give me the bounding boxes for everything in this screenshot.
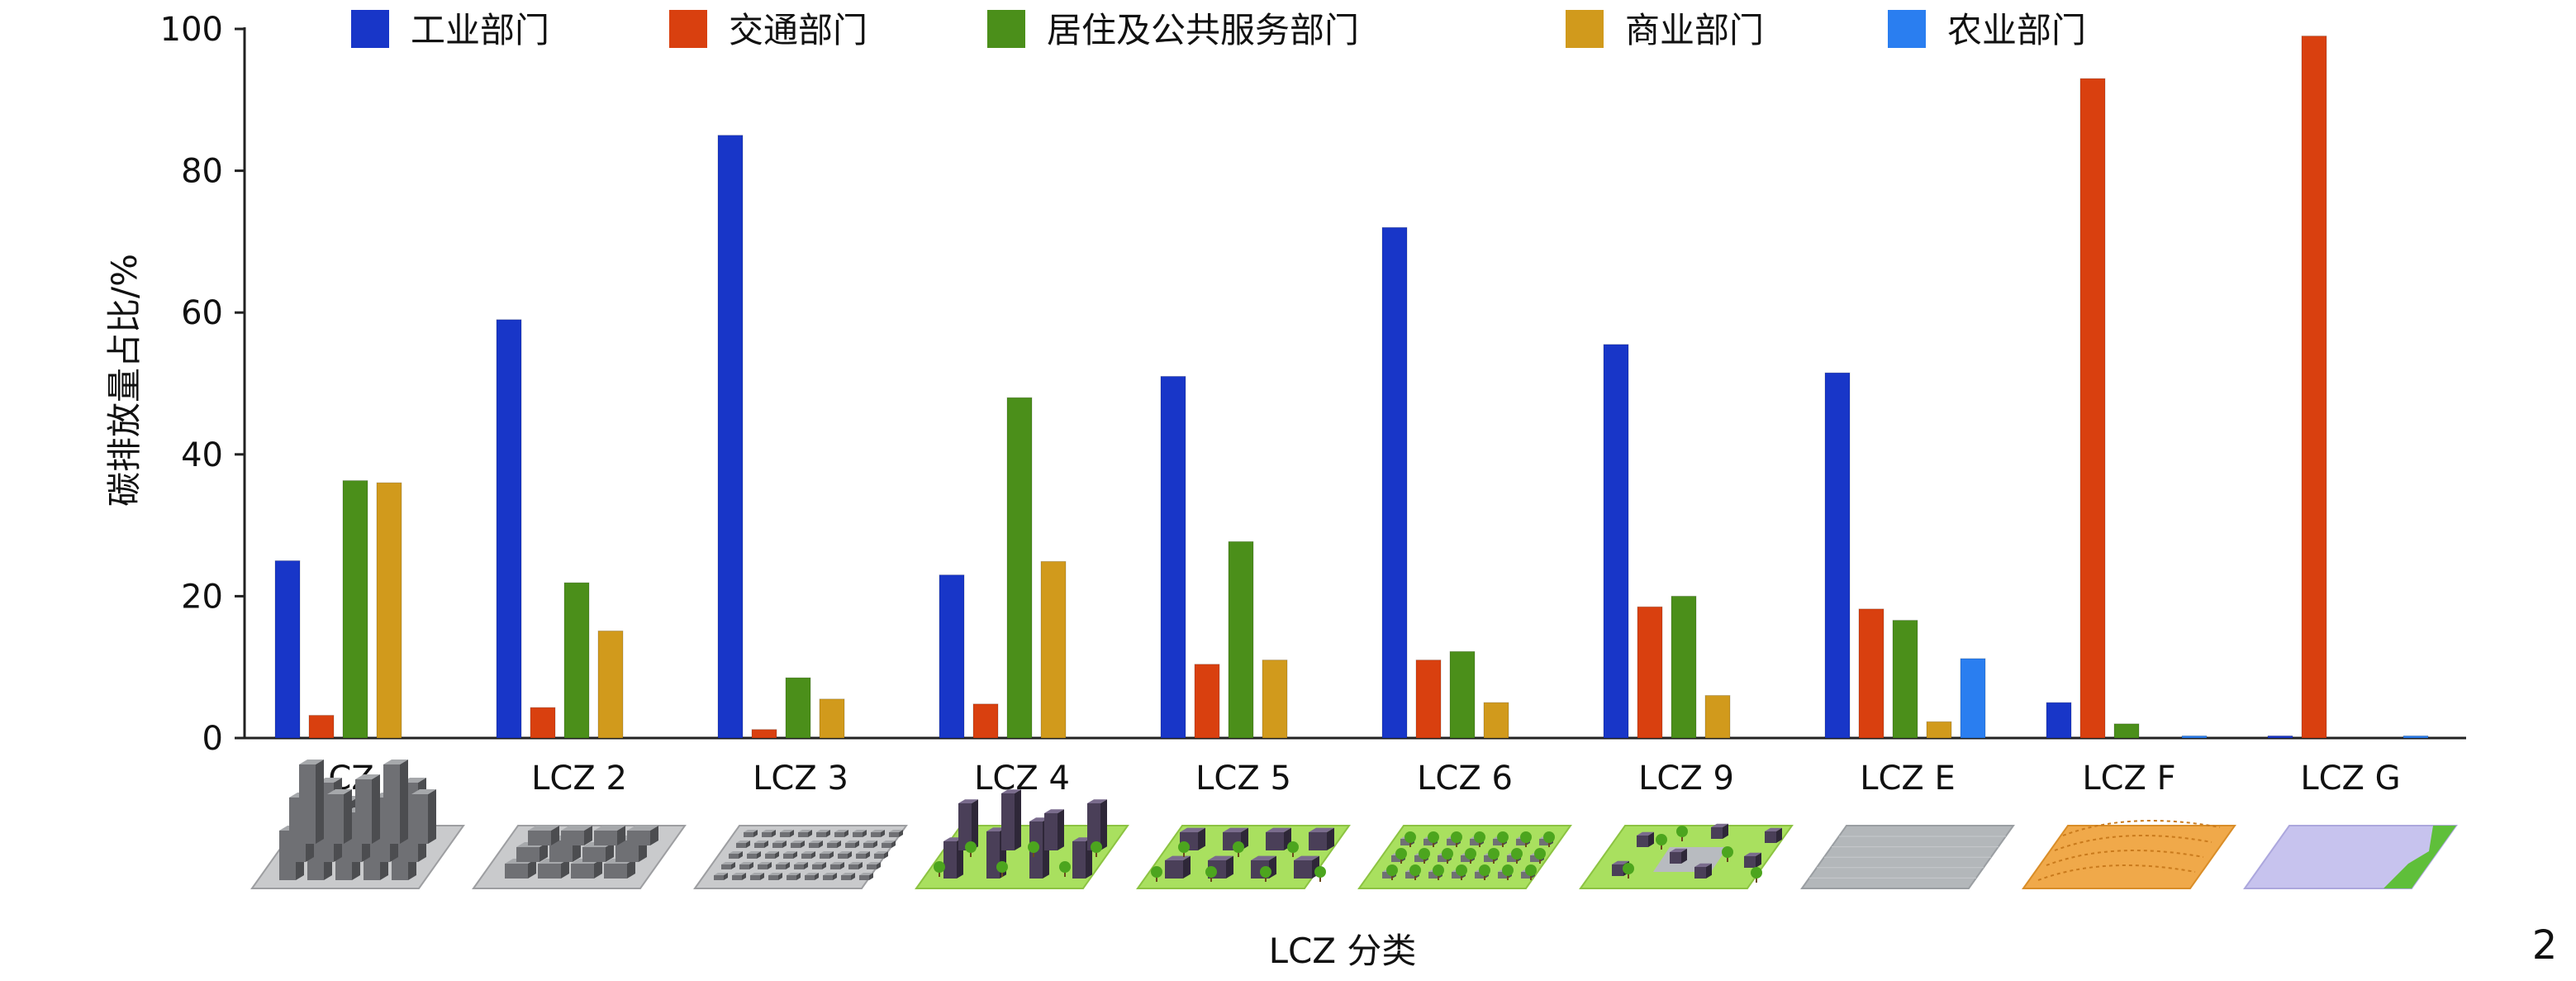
bar-2-7 (1637, 606, 1663, 739)
legend-swatch (1566, 10, 1604, 48)
bar-4-5 (1262, 660, 1288, 739)
open-highrise-icon (915, 789, 1129, 889)
bar-5-8 (1960, 658, 1986, 739)
bar-1-2 (496, 319, 522, 739)
bar-3-3 (785, 677, 811, 739)
bar-3-9 (2113, 723, 2140, 739)
bar-3-4 (1006, 397, 1033, 739)
bar-3-8 (1892, 620, 1918, 739)
bars (274, 36, 2429, 739)
bar-2-8 (1858, 608, 1884, 739)
y-tick-label: 0 (202, 720, 223, 758)
legend-swatch (1888, 10, 1926, 48)
bar-3-5 (1228, 541, 1254, 739)
bar-2-2 (530, 707, 556, 739)
bar-2-6 (1415, 660, 1442, 739)
legend-label: 商业部门 (1625, 10, 1764, 50)
bar-1-4 (939, 574, 965, 739)
bar-5-9 (2181, 735, 2208, 739)
bar-3-6 (1449, 650, 1476, 739)
bar-3-7 (1671, 595, 1697, 739)
bar-1-6 (1381, 226, 1408, 739)
bare-soil-sand-icon (2022, 820, 2236, 889)
x-tick-label: LCZ 5 (1195, 760, 1291, 798)
x-tick-label: LCZ E (1860, 760, 1956, 798)
compact-highrise-icon (250, 760, 465, 889)
bar-1-5 (1160, 375, 1186, 739)
bar-4-7 (1704, 695, 1731, 739)
bar-2-3 (751, 729, 777, 739)
y-tick-label: 40 (181, 436, 223, 474)
y-tick-label: 80 (181, 153, 223, 191)
open-midrise-icon (1136, 825, 1351, 889)
bar-1-8 (1824, 372, 1851, 739)
legend: 工业部门 交通部门 居住及公共服务部门 商业部门 农业部门 (351, 10, 2086, 50)
y-axis-title: 碳排放量占比/% (104, 254, 145, 507)
bar-1-3 (717, 135, 744, 739)
y-tick-label: 20 (181, 578, 223, 616)
bar-2-1 (308, 715, 335, 739)
x-axis-title: LCZ 分类 (1269, 931, 1417, 971)
x-tick-label: LCZ 2 (531, 760, 627, 798)
bar-2-10 (2301, 36, 2327, 739)
bar-1-10 (2267, 735, 2293, 739)
sparsely-built-icon (1579, 823, 1794, 889)
bar-4-6 (1483, 702, 1509, 739)
bar-4-3 (819, 698, 845, 739)
legend-swatch (669, 10, 707, 48)
x-tick-label: LCZ G (2300, 760, 2400, 798)
bar-4-4 (1040, 560, 1067, 739)
bar-3-2 (563, 582, 590, 739)
bar-4-8 (1926, 721, 1952, 739)
y-tick-label: 60 (181, 294, 223, 332)
open-lowrise-icon (1357, 825, 1572, 889)
bar-4-1 (376, 482, 402, 739)
compact-lowrise-icon (693, 825, 908, 889)
bare-rock-paved-icon (1800, 825, 2015, 889)
water-icon (2243, 825, 2458, 889)
legend-swatch (351, 10, 389, 48)
bar-3-1 (342, 480, 368, 739)
category-icons (250, 760, 2458, 889)
x-tick-label: LCZ 3 (753, 760, 848, 798)
compact-midrise-icon (472, 825, 687, 889)
bar-1-7 (1603, 344, 1629, 739)
x-tick-label: LCZ 6 (1417, 760, 1513, 798)
bar-4-2 (597, 630, 624, 739)
y-tick-label: 100 (160, 11, 223, 49)
legend-swatch (987, 10, 1025, 48)
bar-1-1 (274, 560, 301, 739)
legend-label: 农业部门 (1947, 10, 2086, 50)
x-tick-label: LCZ 4 (974, 760, 1070, 798)
bar-5-10 (2403, 735, 2429, 739)
legend-label: 居住及公共服务部门 (1047, 10, 1359, 50)
legend-label: 交通部门 (729, 10, 867, 50)
corner-label: 2 (2532, 922, 2558, 969)
bar-1-9 (2046, 702, 2072, 739)
legend-label: 工业部门 (411, 10, 549, 50)
bar-2-4 (972, 703, 999, 739)
x-tick-label: LCZ F (2082, 760, 2175, 798)
bar-2-5 (1194, 664, 1220, 739)
bar-2-9 (2079, 78, 2106, 739)
x-tick-label: LCZ 9 (1638, 760, 1734, 798)
